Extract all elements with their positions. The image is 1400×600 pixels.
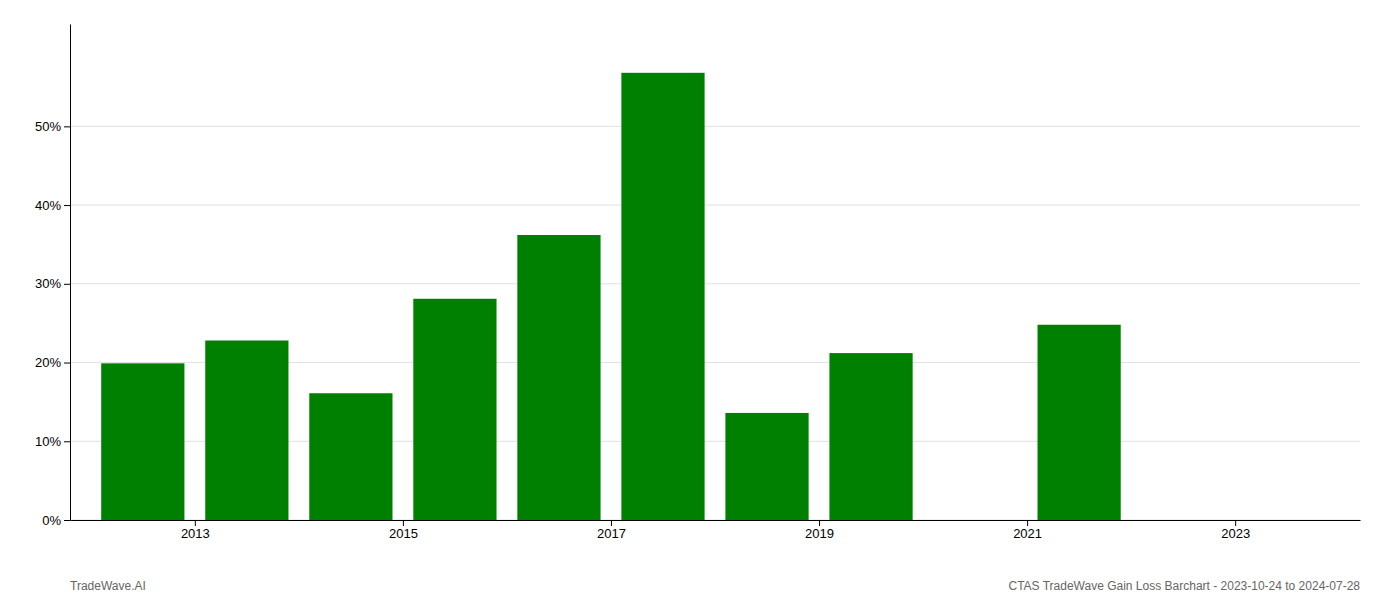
y-tick-label: 40% [35, 198, 61, 213]
x-tick-label: 2017 [597, 526, 626, 541]
x-tick-mark [1027, 520, 1028, 526]
y-tick-label: 30% [35, 276, 61, 291]
bar [413, 299, 496, 520]
x-axis-line [71, 520, 1361, 521]
chart: 2013 2015 2017 2019 2021 2023 0% 10% 20% 30% 40% 50… [0, 0, 1400, 600]
bar [933, 520, 1016, 521]
grid-line [70, 126, 1360, 127]
y-tick: 40% [35, 198, 70, 213]
grid-line [70, 205, 1360, 206]
grid-line [70, 283, 1360, 284]
bar [1142, 520, 1225, 521]
x-tick-label: 2023 [1221, 526, 1250, 541]
y-tick-mark [64, 205, 70, 206]
bar [101, 363, 184, 520]
bars [101, 73, 1121, 520]
x-tick: 2023 [1221, 520, 1250, 541]
y-axis: 0% 10% 20% 30% 40% 50% [35, 25, 71, 528]
x-tick: 2013 [181, 520, 210, 541]
bar [621, 73, 704, 520]
y-tick-mark [64, 441, 70, 442]
x-tick-mark [1235, 520, 1236, 526]
x-tick: 2015 [389, 520, 418, 541]
y-tick-mark [64, 520, 70, 521]
y-tick: 10% [35, 434, 70, 449]
plot: 2013 2015 2017 2019 2021 2023 0% 10% 20% 30% 40% 50… [35, 25, 1361, 542]
grid [70, 126, 1360, 520]
bar [517, 235, 600, 520]
bar [829, 353, 912, 520]
footer-text: CTAS TradeWave Gain Loss Barchart - 2023… [1008, 579, 1360, 593]
y-tick-mark [64, 363, 70, 364]
y-tick-label: 20% [35, 355, 61, 370]
bar [205, 340, 288, 520]
footer: TradeWave.AI CTAS TradeWave Gain Loss Bar… [70, 579, 1360, 593]
x-tick-mark [611, 520, 612, 526]
x-tick: 2021 [1013, 520, 1042, 541]
x-tick-label: 2021 [1013, 526, 1042, 541]
footer-text: TradeWave.AI [70, 579, 146, 593]
x-tick-label: 2015 [389, 526, 418, 541]
x-tick-mark [819, 520, 820, 526]
x-axis: 2013 2015 2017 2019 2021 2023 [71, 520, 1361, 541]
x-tick: 2019 [805, 520, 834, 541]
bar [1038, 325, 1121, 520]
bar [725, 413, 808, 520]
y-tick: 50% [35, 119, 70, 134]
x-tick-label: 2013 [181, 526, 210, 541]
y-axis-line [70, 25, 71, 521]
bar [309, 393, 392, 520]
x-tick-mark [195, 520, 196, 526]
y-tick-label: 0% [42, 513, 61, 528]
y-tick: 20% [35, 355, 70, 370]
x-tick-mark [403, 520, 404, 526]
y-tick-label: 10% [35, 434, 61, 449]
y-tick: 30% [35, 276, 70, 291]
y-tick-label: 50% [35, 119, 61, 134]
x-tick-label: 2019 [805, 526, 834, 541]
y-tick: 0% [42, 513, 70, 528]
y-tick-mark [64, 284, 70, 285]
x-tick: 2017 [597, 520, 626, 541]
y-tick-mark [64, 126, 70, 127]
